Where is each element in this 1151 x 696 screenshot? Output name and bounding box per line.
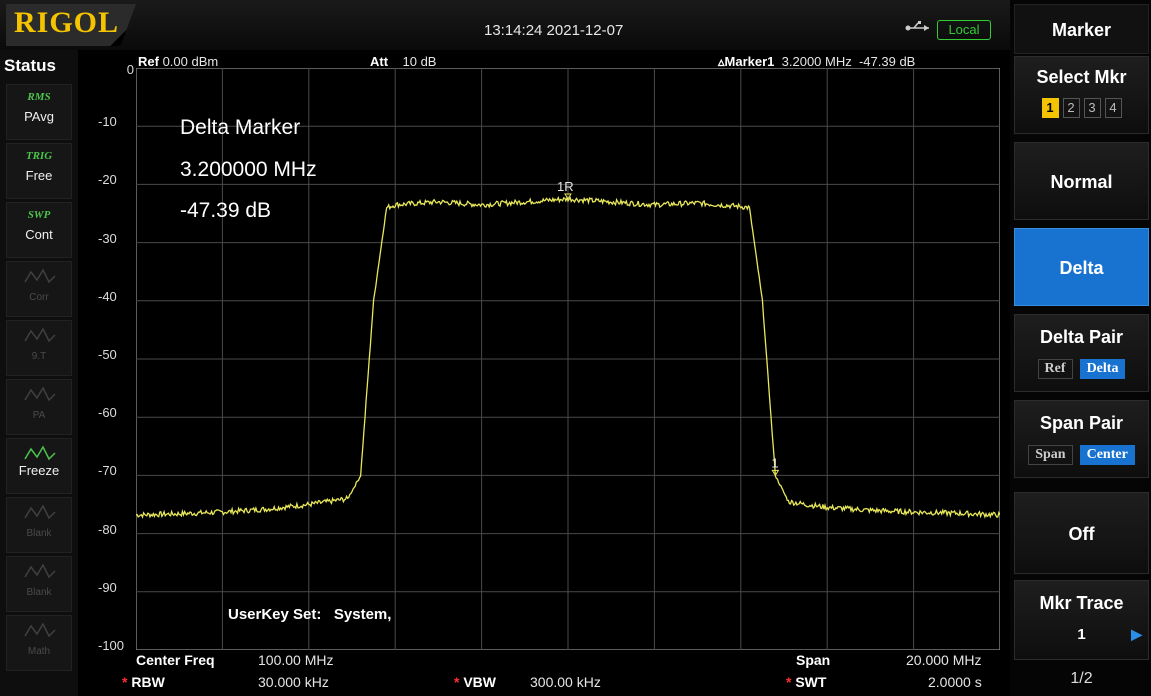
arrow-right-icon[interactable]: ▶ bbox=[1131, 626, 1142, 642]
off-button[interactable]: Off bbox=[1014, 492, 1149, 574]
center-freq-label: Center Freq bbox=[136, 652, 215, 668]
status-item-5: PA bbox=[6, 379, 72, 435]
preamp-icon bbox=[24, 386, 56, 402]
blank-trace-icon bbox=[24, 563, 56, 579]
delta-button[interactable]: Delta bbox=[1014, 228, 1149, 306]
center-freq-value[interactable]: 100.00 MHz bbox=[258, 652, 334, 668]
status-item-label: 9.T bbox=[31, 351, 47, 362]
rigol-logo: RIGOL bbox=[6, 4, 136, 46]
marker-0 bbox=[564, 193, 572, 200]
rbw-label: * RBW bbox=[122, 674, 165, 690]
marker-1 bbox=[771, 469, 780, 477]
delta-pair-ref[interactable]: Ref bbox=[1037, 359, 1073, 379]
status-panel: Status RMS PAvg TRIG Free SWP Cont Corr 9.T PA Fr… bbox=[0, 50, 78, 696]
correction-icon bbox=[24, 268, 56, 284]
delta-pair-button[interactable]: Delta Pair Ref Delta bbox=[1014, 314, 1149, 392]
y-axis-label: -20 bbox=[98, 172, 117, 188]
span-pair-button[interactable]: Span Pair Span Center bbox=[1014, 400, 1149, 478]
spectrum-plot[interactable]: 1R 1 bbox=[136, 68, 1000, 650]
delta-pair-delta[interactable]: Delta bbox=[1079, 359, 1126, 379]
status-title: Status bbox=[4, 56, 56, 75]
marker-label: 1 bbox=[771, 455, 778, 470]
y-axis-label: -10 bbox=[98, 114, 117, 130]
status-item-tag: TRIG bbox=[25, 150, 53, 162]
menu-title: Marker bbox=[1014, 4, 1149, 54]
delta-marker-freq: 3.200000 MHz bbox=[180, 158, 317, 181]
y-axis-label: -100 bbox=[98, 638, 125, 653]
select-marker-1[interactable]: 1 bbox=[1041, 98, 1059, 118]
page-indicator[interactable]: 1/2 bbox=[1070, 670, 1093, 687]
vbw-value[interactable]: 300.00 kHz bbox=[530, 674, 601, 690]
status-item-8: Blank bbox=[6, 556, 72, 612]
select-marker-2[interactable]: 2 bbox=[1062, 98, 1080, 118]
select-marker-3[interactable]: 3 bbox=[1083, 98, 1101, 118]
tracking-icon bbox=[24, 327, 56, 343]
status-item-2: SWP Cont bbox=[6, 202, 72, 258]
ref-level: Ref 0.00 dBm bbox=[138, 54, 219, 69]
attenuation: Att 10 dB bbox=[370, 54, 437, 69]
delta-marker-title: Delta Marker bbox=[180, 116, 301, 139]
y-axis-label: -50 bbox=[98, 347, 117, 362]
span-value[interactable]: 20.000 MHz bbox=[906, 652, 982, 668]
normal-button[interactable]: Normal bbox=[1014, 142, 1149, 220]
y-axis-label: -40 bbox=[98, 288, 117, 304]
userkey-status: UserKey Set: System, bbox=[228, 606, 392, 623]
math-trace-icon bbox=[24, 622, 56, 638]
status-item-label: Cont bbox=[25, 227, 53, 242]
status-item-tag: RMS bbox=[27, 91, 51, 103]
span-label: Span bbox=[796, 652, 831, 668]
span-pair-center[interactable]: Center bbox=[1079, 445, 1135, 465]
top-bar: RIGOL 13:14:24 2021-12-07 Local bbox=[0, 0, 1010, 50]
status-item-label: Corr bbox=[29, 292, 49, 303]
status-item-label: Blank bbox=[26, 587, 52, 598]
trace-1 bbox=[136, 195, 1000, 519]
status-item-label: PAvg bbox=[24, 109, 54, 124]
usb-icon bbox=[905, 21, 929, 31]
rbw-value[interactable]: 30.000 kHz bbox=[258, 674, 329, 690]
span-pair-span[interactable]: Span bbox=[1028, 445, 1073, 465]
select-marker-4[interactable]: 4 bbox=[1104, 98, 1122, 118]
swt-value[interactable]: 2.0000 s bbox=[928, 674, 982, 690]
status-item-1: TRIG Free bbox=[6, 143, 72, 199]
delta-marker-level: -47.39 dB bbox=[180, 199, 272, 222]
status-item-6: Freeze bbox=[6, 438, 72, 494]
local-badge[interactable]: Local bbox=[937, 20, 991, 40]
status-item-label: Free bbox=[25, 168, 53, 183]
status-item-label: Math bbox=[27, 646, 51, 657]
status-item-label: Blank bbox=[26, 528, 52, 539]
status-item-tag: SWP bbox=[27, 209, 51, 221]
status-item-7: Blank bbox=[6, 497, 72, 553]
y-axis-label: -30 bbox=[98, 230, 117, 246]
mkr-trace-value: 1 bbox=[1077, 626, 1086, 643]
graticule bbox=[136, 68, 1000, 650]
freeze-trace-icon bbox=[24, 445, 56, 461]
marker-readout: ▵Marker1 3.2000 MHz -47.39 dB bbox=[718, 54, 916, 69]
vbw-label: * VBW bbox=[454, 674, 497, 690]
mkr-trace-button[interactable]: Mkr Trace 1 ▶ bbox=[1014, 580, 1149, 660]
swt-label: * SWT bbox=[786, 674, 827, 690]
blank-trace-icon bbox=[24, 504, 56, 520]
status-item-9: Math bbox=[6, 615, 72, 671]
status-item-3: Corr bbox=[6, 261, 72, 317]
status-item-label: Freeze bbox=[18, 463, 60, 478]
status-item-4: 9.T bbox=[6, 320, 72, 376]
status-item-label: PA bbox=[32, 410, 46, 421]
y-axis-label: -60 bbox=[98, 405, 117, 421]
y-axis-label: -90 bbox=[98, 579, 117, 595]
marker-label: 1R bbox=[557, 179, 574, 194]
datetime: 13:14:24 2021-12-07 bbox=[484, 22, 624, 39]
y-axis-label: -70 bbox=[98, 463, 117, 479]
y-axis-label: -80 bbox=[98, 521, 117, 537]
status-item-0: RMS PAvg bbox=[6, 84, 72, 140]
y-axis-label: 0 bbox=[126, 62, 134, 77]
